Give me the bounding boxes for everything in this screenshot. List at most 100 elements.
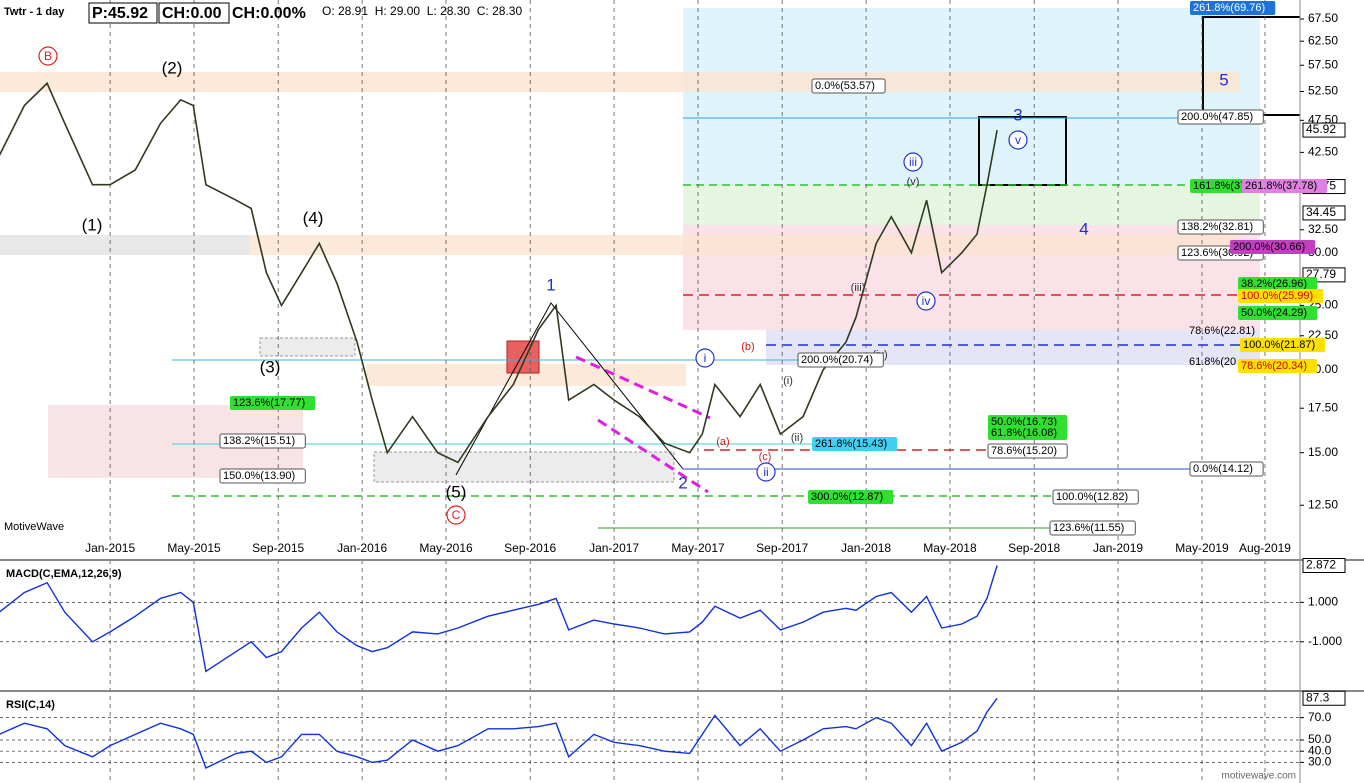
fib-box (1238, 306, 1318, 320)
fib-box (1177, 109, 1264, 125)
fib-box (1240, 338, 1326, 352)
fib-box (808, 490, 894, 504)
fib-label: 200.0%(30.66) (1233, 241, 1305, 253)
fib-label: 138.2%(32.81) (1181, 221, 1253, 233)
zone (506, 340, 540, 374)
fib-label: 0.0%(14.12) (1193, 463, 1253, 475)
wave-label: B (44, 49, 52, 63)
y-tick-label: 15.00 (1308, 445, 1338, 459)
fib-label: 50.0%(16.73) (991, 416, 1057, 428)
wave-label: (c) (759, 451, 772, 463)
wave-label: (iii) (851, 282, 866, 294)
channel-line (597, 418, 709, 494)
fib-box (1190, 179, 1251, 193)
footer: motivewave.com (1222, 771, 1296, 782)
fib-box (1242, 179, 1328, 193)
price-marker-box (1302, 690, 1346, 706)
fib-label: 123.6%(17.77) (233, 397, 305, 409)
fib-box (1052, 489, 1139, 505)
fib-box (1238, 277, 1318, 291)
price-marker-label: 2.872 (1306, 558, 1336, 572)
y-tick-label: 40.0 (1308, 743, 1332, 757)
wave-label: (3) (260, 357, 281, 376)
wave-label: i (704, 351, 707, 365)
x-tick-label: Sep-2016 (504, 541, 556, 555)
fib-label: 78.6%(20.34) (1241, 360, 1307, 372)
wave-label: (v) (907, 176, 920, 188)
x-tick-label: May-2017 (671, 541, 725, 555)
price-marker-box (1302, 122, 1346, 138)
header-box (158, 2, 230, 24)
y-tick-label: 70.0 (1308, 710, 1332, 724)
x-tick-label: May-2018 (923, 541, 977, 555)
wave-label: 4 (1079, 219, 1088, 238)
fib-box (219, 433, 306, 449)
price-axis (1300, 562, 1364, 690)
y-tick-label: 30.0 (1308, 755, 1332, 769)
panel-title: RSI(C,14) (6, 699, 55, 711)
fib-label: 138.2%(15.51) (223, 435, 295, 447)
wave-label: (1) (82, 215, 103, 234)
change: CH:0.00 (162, 5, 222, 22)
fib-label: 123.6%(11.55) (1053, 522, 1124, 534)
zone (373, 451, 675, 483)
wave-circle (38, 46, 58, 66)
x-tick-label: Aug-2019 (1239, 541, 1291, 555)
fib-label: 150.0%(13.90) (223, 470, 295, 482)
fib-box (988, 415, 1068, 429)
channel-line (575, 355, 711, 420)
x-tick-label: May-2019 (1175, 541, 1229, 555)
fib-box (219, 468, 306, 484)
wave-label: (2) (162, 58, 183, 77)
wave-label: iv (922, 294, 931, 308)
x-tick-label: Sep-2017 (756, 541, 808, 555)
wave-circle (903, 152, 923, 172)
price-marker-box (1302, 558, 1346, 574)
fib-box (1230, 240, 1316, 254)
fib-box (797, 352, 884, 368)
fib-label: 78.6%(15.20) (991, 445, 1057, 457)
fib-label: 61.8%(20 (1189, 356, 1236, 368)
y-tick-label: 32.50 (1308, 222, 1338, 236)
wave-label: 1 (546, 275, 555, 294)
wave-label: 2 (678, 473, 687, 492)
fib-box (230, 396, 316, 410)
x-tick-label: Sep-2015 (252, 541, 304, 555)
fib-label: 261.8%(69.76) (1193, 2, 1265, 14)
x-tick-label: May-2016 (419, 541, 473, 555)
wave-label: (5) (446, 482, 467, 501)
watermark: MotiveWave (4, 521, 64, 533)
x-tick-label: Jan-2017 (589, 541, 639, 555)
fib-box (1238, 359, 1318, 373)
x-tick-label: Jan-2016 (337, 541, 387, 555)
y-tick-label: 12.50 (1308, 497, 1338, 511)
wave-label: C (452, 508, 461, 522)
header-box (88, 2, 158, 24)
ohlc: O: 28.91 H: 29.00 L: 28.30 C: 28.30 (322, 4, 522, 18)
indicator-line (0, 697, 998, 769)
fib-label: 200.0%(47.85) (1181, 111, 1253, 123)
wave-label: (ii) (791, 432, 803, 444)
price-marker-label: 45.92 (1306, 122, 1336, 136)
price: P:45.92 (92, 5, 148, 22)
indicator-line (0, 565, 998, 673)
x-tick-label: May-2015 (167, 541, 221, 555)
fib-label: 300.0%(12.87) (811, 491, 883, 503)
fib-label: 38.2%(26.96) (1241, 278, 1307, 290)
zone (683, 8, 1260, 185)
fib-box (811, 78, 886, 94)
wave-label: (i) (783, 375, 793, 387)
wave-circle (1008, 130, 1028, 150)
fib-label: 161.8%(37 (1193, 180, 1246, 192)
wave-label: 5 (1219, 70, 1228, 89)
symbol: Twtr - 1 day (4, 6, 65, 18)
y-tick-label: 62.50 (1308, 33, 1338, 47)
y-tick-label: -1.000 (1308, 634, 1342, 648)
price-marker-label: 87.3 (1306, 690, 1330, 704)
y-tick-label: 1.000 (1308, 595, 1338, 609)
x-tick-label: Jan-2015 (85, 541, 135, 555)
wave-label: iii (909, 155, 917, 169)
y-tick-label: 30.00 (1308, 245, 1338, 259)
